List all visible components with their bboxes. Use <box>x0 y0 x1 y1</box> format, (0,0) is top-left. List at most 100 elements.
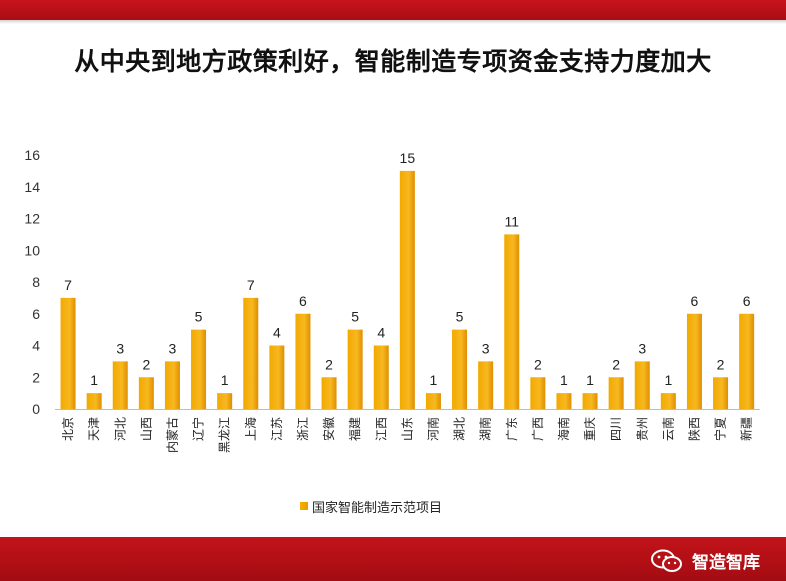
x-tick-label: 天津 <box>87 417 101 441</box>
data-label: 7 <box>247 277 255 293</box>
legend-swatch <box>300 502 308 510</box>
data-label: 1 <box>430 372 438 388</box>
x-tick-label: 北京 <box>61 417 75 441</box>
x-tick-label: 湖北 <box>452 417 467 441</box>
data-label: 3 <box>116 340 124 356</box>
x-tick-label: 内蒙古 <box>164 417 179 453</box>
data-label: 5 <box>456 309 464 325</box>
data-label: 5 <box>195 309 203 325</box>
x-tick-label: 新疆 <box>739 417 754 441</box>
data-label: 7 <box>64 277 72 293</box>
y-tick-label: 2 <box>32 369 40 385</box>
data-label: 4 <box>377 325 385 341</box>
x-tick-label: 江西 <box>374 417 388 441</box>
x-tick-label: 海南 <box>556 417 571 441</box>
bar <box>243 297 259 409</box>
bar-series <box>60 170 755 409</box>
bar <box>478 361 494 409</box>
y-tick-label: 8 <box>32 274 40 290</box>
data-label: 1 <box>560 372 568 388</box>
bar <box>269 345 285 409</box>
bar <box>452 329 468 409</box>
bar <box>191 329 207 409</box>
bar <box>138 377 154 409</box>
x-tick-label: 河北 <box>113 417 127 441</box>
y-tick-label: 6 <box>32 306 40 322</box>
data-label: 1 <box>664 372 672 388</box>
bar <box>608 377 624 409</box>
x-tick-label: 广东 <box>505 417 519 441</box>
watermark-text: 智造智库 <box>692 553 760 573</box>
data-label: 2 <box>142 356 150 372</box>
bar <box>347 329 363 409</box>
bar <box>86 393 102 409</box>
y-tick-label: 16 <box>24 147 40 163</box>
data-label: 11 <box>504 213 519 229</box>
bar <box>634 361 650 409</box>
data-label: 3 <box>482 340 490 356</box>
data-label: 3 <box>169 340 177 356</box>
x-tick-label: 上海 <box>243 417 258 441</box>
data-label: 1 <box>90 372 98 388</box>
bar <box>295 313 311 409</box>
x-tick-label: 重庆 <box>583 417 597 441</box>
data-label: 2 <box>612 356 620 372</box>
bar <box>373 345 389 409</box>
data-label: 6 <box>299 293 307 309</box>
data-label: 6 <box>691 293 699 309</box>
y-tick-label: 4 <box>32 338 40 354</box>
x-tick-label: 广西 <box>531 417 545 441</box>
x-tick-label: 山西 <box>139 417 153 441</box>
x-tick-label: 贵州 <box>635 417 649 441</box>
data-label: 1 <box>221 372 229 388</box>
x-axis-categories: 北京 天津 河北 山西 内蒙古 辽宁 黑龙江 上海 江苏 浙江 安徽 福建 江西 山东 河南 湖北 湖南 广东 广西… <box>61 417 754 453</box>
bar <box>713 377 729 409</box>
data-label: 2 <box>325 356 333 372</box>
wechat-icon <box>651 549 682 572</box>
data-label: 3 <box>638 340 646 356</box>
bar <box>112 361 128 409</box>
x-tick-label: 江苏 <box>270 417 284 441</box>
x-tick-label: 宁夏 <box>713 417 728 441</box>
x-tick-label: 安徽 <box>321 417 336 441</box>
bar <box>425 393 441 409</box>
bar <box>739 313 755 409</box>
x-tick-label: 辽宁 <box>191 417 206 441</box>
bar <box>686 313 702 409</box>
y-tick-label: 10 <box>24 242 40 258</box>
top-banner <box>0 0 786 24</box>
x-tick-label: 浙江 <box>296 417 310 441</box>
data-label: 15 <box>400 150 416 166</box>
bar <box>399 170 415 409</box>
x-tick-label: 河南 <box>425 417 440 441</box>
watermark: 智造智库 <box>650 548 760 573</box>
x-tick-label: 湖南 <box>478 417 493 441</box>
bottom-banner <box>0 537 786 581</box>
bar <box>504 234 520 409</box>
x-tick-label: 四川 <box>609 417 623 441</box>
legend-label: 国家智能制造示范项目 <box>312 501 443 516</box>
bar <box>660 393 676 409</box>
slide-title: 从中央到地方政策利好，智能制造专项资金支持力度加大 <box>74 47 712 76</box>
y-tick-label: 0 <box>32 401 40 417</box>
bar <box>582 393 598 409</box>
bar <box>164 361 180 409</box>
y-tick-label: 14 <box>24 179 40 195</box>
x-tick-label: 黑龙江 <box>218 417 232 453</box>
x-tick-label: 福建 <box>347 417 362 441</box>
y-tick-label: 12 <box>24 211 40 227</box>
data-label: 1 <box>586 372 594 388</box>
data-label: 2 <box>534 356 542 372</box>
bar <box>217 393 233 409</box>
x-tick-label: 陕西 <box>686 417 701 441</box>
bar <box>321 377 337 409</box>
data-label: 5 <box>351 309 359 325</box>
data-label: 4 <box>273 325 281 341</box>
bar <box>60 297 76 409</box>
bar <box>530 377 546 409</box>
data-label: 6 <box>743 293 751 309</box>
x-tick-label: 山东 <box>400 417 414 441</box>
